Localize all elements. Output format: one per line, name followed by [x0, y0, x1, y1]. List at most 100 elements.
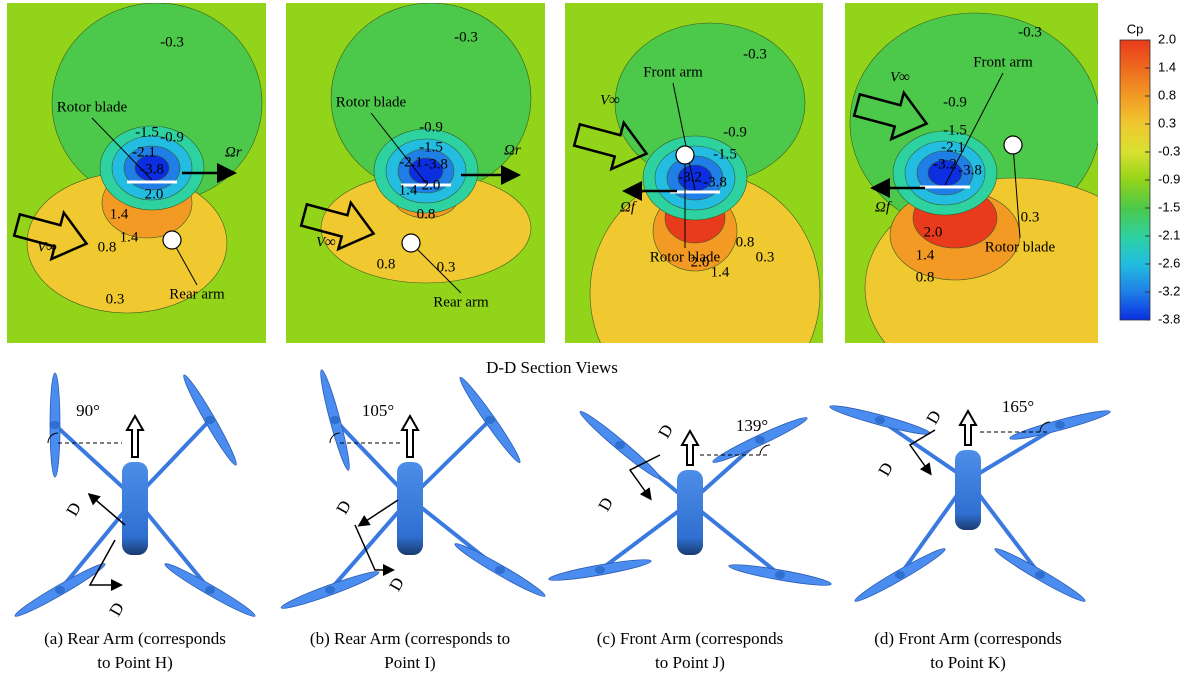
contour-label: -1.5 [713, 146, 737, 162]
colorbar-band [1120, 236, 1150, 264]
drone-body [122, 462, 148, 555]
drone-view: 139°DD(c) Front Arm (correspondsto Point… [548, 408, 832, 672]
colorbar-band [1120, 40, 1150, 68]
annotation: Rotor blade [650, 249, 721, 265]
contour-label: 0.3 [437, 259, 456, 275]
colorbar-band [1120, 180, 1150, 208]
contour-label: -0.9 [723, 124, 747, 140]
contour-label: -2.1 [132, 144, 156, 160]
contour-label: -1.5 [419, 139, 443, 155]
section-mark: D [62, 499, 85, 519]
colorbar-tick-label: -0.3 [1158, 143, 1180, 158]
section-mark: D [385, 574, 408, 594]
colorbar-band [1120, 292, 1150, 320]
contour-label: 2.0 [145, 186, 164, 202]
heading-arrow [402, 416, 418, 457]
contour-label: -0.3 [454, 29, 478, 45]
colorbar-tick-label: -3.8 [1158, 311, 1180, 326]
contour-label: 0.3 [756, 249, 775, 265]
drone-body [677, 470, 703, 555]
contour-panel: -0.3-0.9-1.5-2.1-3.82.01.40.81.40.3Rotor… [7, 3, 266, 343]
rotor-hub [595, 566, 605, 574]
section-mark: D [654, 421, 677, 441]
rotor-hub [895, 571, 905, 579]
rotation-label: Ωf [620, 199, 637, 215]
contour-label: 2.0 [924, 224, 943, 240]
rotor-hub [755, 436, 765, 444]
annotation: Rotor blade [985, 239, 1056, 255]
rotation-label: Ωr [225, 144, 242, 160]
rotor-hub [495, 566, 505, 574]
freestream-label: V∞ [316, 234, 336, 250]
figure: Cp D-D Section Views -0.3 -0.9 -1.5 -2.1 -3.… [0, 0, 1191, 679]
contour-label: 0.3 [106, 291, 125, 307]
section-mark: D [105, 599, 128, 619]
drone-view: 105°DD(b) Rear Arm (corresponds toPoint … [279, 368, 547, 671]
rotation-label: Ωr [504, 142, 521, 158]
annotation: Rear arm [433, 294, 489, 310]
colorbar-tick-label: 0.3 [1158, 115, 1176, 130]
colorbar-band [1120, 264, 1150, 292]
rotor-hub [875, 416, 885, 424]
contour-label: -3.8 [424, 156, 448, 172]
contour-label: -3.2 [678, 169, 702, 185]
contour-label: -0.3 [1018, 24, 1042, 40]
caption: (b) Rear Arm (corresponds to [310, 629, 510, 648]
rotor-hub [615, 441, 625, 449]
caption: to Point H) [97, 653, 173, 672]
contour-label: 1.4 [711, 264, 730, 280]
arm-section [402, 234, 420, 252]
contour-label: -0.9 [943, 94, 967, 110]
contour-label: 1.4 [110, 206, 129, 222]
annotation: Rear arm [169, 286, 225, 302]
colorbar-tick-label: -3.2 [1158, 283, 1180, 298]
contour-label: -1.5 [943, 122, 967, 138]
contour-label: 1.4 [399, 182, 418, 198]
section-mark: D [874, 459, 897, 479]
annotation: Rotor blade [336, 94, 407, 110]
rotor-hub [1055, 421, 1065, 429]
angle-label: 139° [736, 416, 768, 435]
caption: (d) Front Arm (corresponds [874, 629, 1061, 648]
colorbar-band [1120, 152, 1150, 180]
angle-arc [760, 445, 770, 455]
colorbar-tick-label: -2.6 [1158, 255, 1180, 270]
angle-label: 165° [1002, 397, 1034, 416]
contour-label: -3.8 [958, 162, 982, 178]
colorbar-title: Cp [1127, 21, 1144, 36]
contour-label: -0.3 [160, 34, 184, 50]
rotor-hub [50, 421, 60, 429]
colorbar-band [1120, 208, 1150, 236]
contour-label: 0.8 [98, 239, 117, 255]
rotor-hub [325, 586, 335, 594]
contour-label: -0.9 [419, 119, 443, 135]
freestream-label: V∞ [600, 92, 620, 108]
freestream-label: V∞ [890, 69, 910, 85]
colorbar-band [1120, 124, 1150, 152]
contour-label: 0.8 [916, 269, 935, 285]
arm-section [676, 146, 694, 164]
angle-label: 105° [362, 401, 394, 420]
contour-panel: -0.3-0.9-1.5-2.1-3.2-3.82.01.40.80.3Fron… [845, 3, 1165, 398]
section-mark: D [594, 494, 617, 514]
angle-label: 90° [76, 401, 100, 420]
section-title: D-D Section Views [486, 358, 618, 377]
heading-arrow [960, 411, 976, 445]
rotor-hub [1035, 571, 1045, 579]
drone-body [955, 450, 981, 530]
heading-arrow [127, 416, 143, 457]
arm-section [1004, 136, 1022, 154]
colorbar-band [1120, 68, 1150, 96]
colorbar-tick-label: -2.1 [1158, 227, 1180, 242]
colorbar-tick-label: 2.0 [1158, 31, 1176, 46]
drone-body [397, 462, 423, 555]
contour-label: 2.0 [422, 177, 441, 193]
rotor-hub [485, 416, 495, 424]
caption: to Point J) [655, 653, 725, 672]
contour-label: 0.8 [417, 206, 436, 222]
heading-arrow [682, 431, 698, 465]
drone-view: 90°DD(a) Rear Arm (correspondsto Point H… [12, 372, 257, 671]
drone-arm [690, 503, 780, 576]
freestream-label: V∞ [37, 239, 57, 255]
